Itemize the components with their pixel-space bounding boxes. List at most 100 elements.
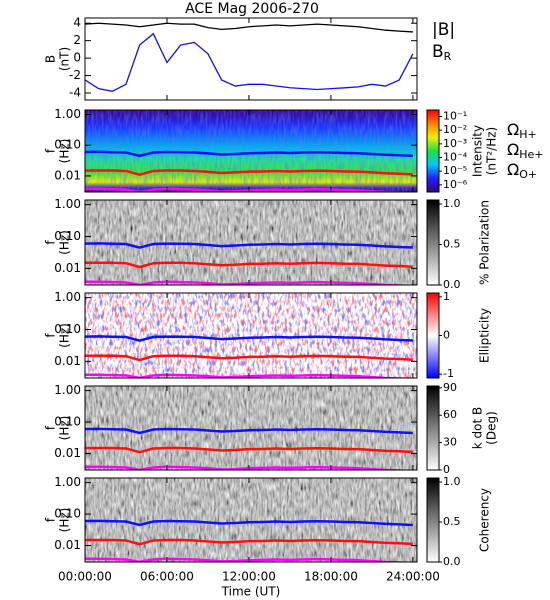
colorbar-tick-label: 10⁻⁵ [443, 164, 467, 177]
colorbar-tick-label: 10⁻² [443, 123, 467, 136]
y-tick-label: 0.10 [54, 322, 81, 336]
y-axis-label: (Hz) [58, 230, 72, 255]
colorbar-tick-label: 1 [443, 290, 450, 303]
colorbar-tick-label: 0.5 [443, 238, 461, 251]
gyrofrequency-line [85, 446, 413, 454]
gyrofrequency-line [85, 242, 413, 249]
colorbar-tick-label: 0.5 [443, 515, 461, 528]
colorbar-tick-label: 30 [443, 436, 457, 449]
colorbar-tick-label: 0 [443, 329, 450, 342]
x-tick-label: 06:00:00 [140, 570, 194, 584]
x-tick-label: 00:00:00 [58, 570, 112, 584]
spectrogram-texture [85, 200, 417, 285]
y-axis-label: B [44, 55, 58, 63]
gyrofrequency-line [85, 427, 413, 435]
gyrofrequency-line [85, 261, 413, 269]
colorbar-tick-label: 1.0 [443, 197, 461, 210]
frame [84, 17, 418, 101]
colorbar-tick-label: 90 [443, 381, 457, 394]
legend-label: BR [432, 42, 452, 63]
colorbar [426, 385, 440, 471]
colorbar-label: (nT²/Hz) [485, 127, 499, 175]
colorbar-label: Coherency [478, 488, 492, 552]
legend-label: |B| [432, 20, 455, 40]
y-axis-label: f [44, 333, 58, 338]
x-tick-label: 18:00:00 [304, 570, 358, 584]
y-tick-label: 0.01 [54, 168, 81, 182]
y-axis-label: (Hz) [58, 416, 72, 441]
y-tick-label: 1.00 [54, 290, 81, 304]
gyrofrequency-line [85, 335, 413, 342]
colorbar-tick-label: 10⁻¹ [443, 110, 467, 123]
y-axis-label: (nT) [58, 47, 72, 71]
gyrofrequency-line [85, 538, 413, 546]
y-tick-label: 0.10 [54, 415, 81, 429]
gyrofrequency-line [85, 354, 413, 362]
y-tick-label: 0 [73, 51, 81, 65]
frame [84, 477, 418, 563]
frame [84, 109, 418, 193]
legend-label: ΩO+ [507, 160, 537, 182]
colorbar-label: k dot B [471, 407, 485, 449]
y-tick-label: 0.10 [54, 229, 81, 243]
y-tick-label: 1.00 [54, 475, 81, 489]
colorbar-tick-label: 60 [443, 408, 457, 421]
y-tick-label: 4 [73, 16, 81, 30]
y-tick-label: 1.00 [54, 107, 81, 121]
colorbar-tick-label: 0.0 [443, 555, 461, 568]
frame [84, 385, 418, 471]
colorbar-tick-label: 10⁻⁶ [443, 178, 468, 191]
colorbar-tick-label: -1 [443, 367, 454, 380]
spectrogram-texture [85, 478, 417, 562]
colorbar-tick-label: 0.0 [443, 278, 461, 291]
y-tick-label: 0.10 [54, 138, 81, 152]
chart-title: ACE Mag 2006-270 [185, 1, 319, 17]
colorbar-tick-label: 10⁻³ [443, 137, 467, 150]
gyrofrequency-line [85, 169, 413, 176]
y-axis-label: f [44, 517, 58, 522]
colorbar-label: % Polarization [478, 200, 492, 285]
colorbar [426, 292, 440, 379]
line-series [85, 22, 413, 33]
y-tick-label: 0.01 [54, 538, 81, 552]
spectrogram-texture [85, 293, 417, 378]
y-tick-label: 0.01 [54, 446, 81, 460]
frame [84, 199, 418, 286]
y-axis-label: f [44, 240, 58, 245]
x-axis-label: Time (UT) [221, 585, 281, 599]
y-axis-label: f [44, 425, 58, 430]
colorbar-tick-label: 0 [443, 463, 450, 476]
colorbar-tick-label: 10⁻⁴ [443, 151, 468, 164]
y-tick-label: 0.01 [54, 261, 81, 275]
y-tick-label: 1.00 [54, 383, 81, 397]
colorbar-label: (Deg) [485, 411, 499, 445]
legend-label: ΩH+ [507, 120, 537, 142]
gyrofrequency-line [85, 519, 413, 527]
y-tick-label: -4 [69, 86, 81, 100]
y-tick-label: 2 [73, 33, 81, 47]
y-axis-label: (Hz) [58, 508, 72, 533]
gyrofrequency-line [85, 150, 413, 158]
y-tick-label: 0.01 [54, 354, 81, 368]
colorbar [426, 199, 440, 286]
spectrogram-texture [85, 110, 417, 192]
x-tick-label: 24:00:00 [386, 570, 440, 584]
colorbar-tick-label: 1.0 [443, 475, 461, 488]
x-tick-label: 12:00:00 [222, 570, 276, 584]
legend-label: ΩHe+ [507, 140, 544, 162]
y-axis-label: (Hz) [58, 323, 72, 348]
y-tick-label: 0.10 [54, 507, 81, 521]
colorbar [426, 109, 440, 193]
y-axis-label: f [44, 148, 58, 153]
line-series [85, 32, 414, 92]
y-tick-label: 1.00 [54, 197, 81, 211]
frame [84, 292, 418, 379]
colorbar-label: Intensity [471, 125, 485, 177]
y-axis-label: (Hz) [58, 139, 72, 164]
colorbar-label: Ellipticity [478, 308, 492, 363]
y-tick-label: -2 [69, 68, 81, 82]
spectrogram-texture [85, 386, 417, 470]
colorbar [426, 477, 440, 563]
